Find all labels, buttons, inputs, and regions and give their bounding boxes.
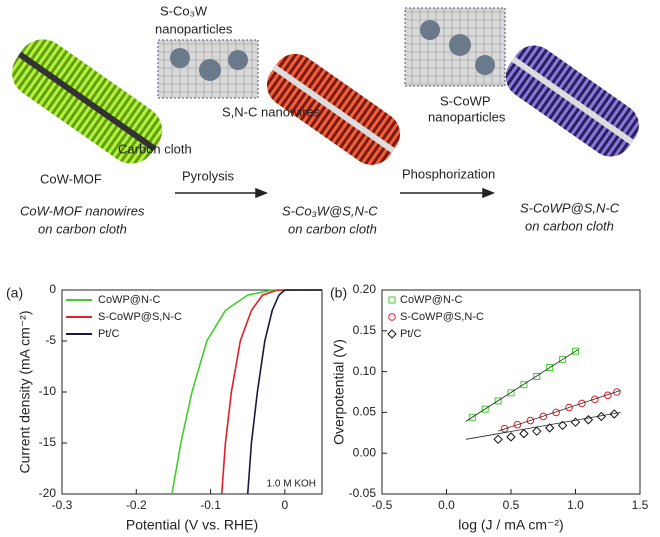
panel-label: (a) [6,285,23,301]
fit-line [497,389,621,432]
y-tick-label: 0.20 [353,282,377,296]
point [494,397,502,405]
caption: S-CoWP@S,N-C [520,200,620,215]
schematic: S-Co₃W nanoparticles S,N-C nanowires Car… [12,3,639,236]
legend-swatch [388,296,396,304]
y-tick-label: 0.10 [353,364,377,378]
x-tick-label: 0 [282,498,289,512]
label: Carbon cloth [118,141,192,156]
point [526,416,535,425]
blue-brush [505,45,639,157]
y-tick-label: 0 [49,282,56,296]
y-tick-label: -10 [39,384,57,398]
x-tick-label: -0.2 [126,498,147,512]
x-tick-label: 0.5 [503,498,520,512]
x-tick-label: 1.0 [567,498,584,512]
point [546,364,554,372]
label: nanoparticles [428,109,506,124]
curve [246,289,322,495]
legend-label: Pt/C [400,328,421,340]
legend-label: Pt/C [98,328,119,340]
x-tick-label: -0.1 [200,498,221,512]
point [539,412,548,421]
y-axis-label: Overpotential (V) [331,339,347,445]
point [507,389,515,397]
caption: on carbon cloth [288,221,377,236]
label: CoW-MOF [40,171,102,186]
point [559,355,567,363]
legend-label: S-CoWP@S,N-C [400,311,484,323]
point [572,347,579,355]
label: Pyrolysis [182,168,235,183]
arrows [175,187,496,199]
point [520,381,528,389]
point [591,395,599,404]
point [481,405,489,413]
point [552,408,560,417]
particles [170,20,495,81]
y-tick-label: 0.05 [353,405,377,419]
y-tick-label: 0.15 [353,323,377,337]
x-axis-label: log (J / mA cm⁻²) [458,517,563,533]
label: S-Co₃W [160,3,208,18]
point [533,372,541,380]
y-tick-label: -0.05 [349,486,377,500]
annotation: 1.0 M KOH [267,479,316,490]
y-tick-label: -20 [39,486,57,500]
point [578,399,586,408]
point [519,428,529,439]
curve [171,289,323,495]
legend-swatch [388,313,396,321]
caption: CoW-MOF nanowires [20,203,145,218]
label: S-CoWP [440,93,491,108]
point [468,413,476,421]
point [612,388,621,396]
point [583,415,594,425]
caption: on carbon cloth [38,221,127,236]
label: S,N-C nanowires [222,104,321,119]
label: nanoparticles [155,21,233,36]
legend-label: S-CoWP@S,N-C [98,311,182,323]
point [532,426,542,436]
point [544,423,555,433]
y-axis-label: Current density (mA cm⁻²) [17,311,33,474]
point [500,424,509,433]
x-tick-label: 0.0 [438,498,455,512]
legend-swatch [387,329,397,339]
curve [220,289,322,495]
x-axis-label: Potential (V vs. RHE) [126,517,258,533]
legend-label: CoWP@N-C [400,294,463,306]
caption: on carbon cloth [525,218,614,233]
y-tick-label: -15 [39,435,57,449]
x-tick-label: 1.5 [632,498,649,512]
y-tick-label: 0.00 [353,445,377,459]
panel-label: (b) [330,285,347,301]
x-tick-label: -0.3 [52,498,73,512]
point [506,432,516,442]
caption: S-Co₃W@S,N-C [282,203,378,218]
point [557,420,568,431]
x-tick-label: -0.5 [372,498,393,512]
point [565,403,573,412]
fit-line [465,412,621,440]
green-brush [12,39,163,164]
point [493,434,503,445]
point [603,391,612,400]
label: Phosphorization [402,166,495,181]
fit-line [465,349,579,422]
y-tick-label: -5 [45,333,56,347]
red-brush [266,53,401,165]
legend-label: CoWP@N-C [98,294,161,306]
point [513,420,522,429]
